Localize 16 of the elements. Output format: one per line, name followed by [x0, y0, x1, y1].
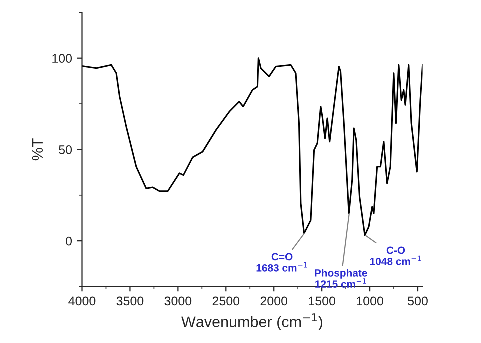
x-tick-label: 2500	[212, 296, 240, 306]
annotation: C-O 1048 cm$^{−1}$	[370, 246, 422, 266]
x-tick-label: 1000	[357, 296, 384, 306]
y-tick-label: 0	[66, 236, 72, 246]
x-tick-label: 2000	[260, 296, 288, 306]
x-tick-label: 4000	[68, 296, 96, 306]
x-tick-label: 3000	[164, 296, 192, 306]
y-tick-label: 50	[59, 146, 72, 154]
x-tick-label: 500	[408, 296, 428, 306]
line-series	[82, 58, 423, 236]
x-axis-title: Wavenumber (cm$^{−1}$)	[182, 314, 323, 330]
x-tick-label: 1500	[309, 296, 336, 306]
y-tick-label: 100	[52, 54, 72, 64]
annotation: C=O 1683 cm$^{−1}$	[256, 253, 308, 272]
y-axis-title: %T	[32, 138, 44, 161]
x-tick-label: 3500	[116, 296, 144, 306]
